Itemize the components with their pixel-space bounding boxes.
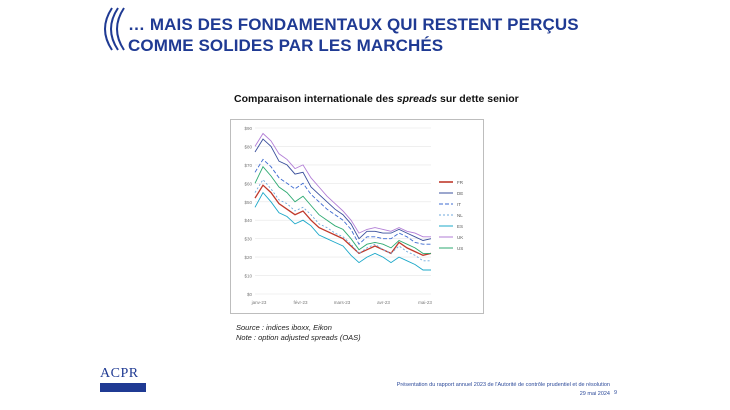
slide-title: … MAIS DES FONDAMENTAUX QUI RESTENT PERÇ… bbox=[128, 15, 579, 55]
acpr-logo: ACPR bbox=[100, 366, 148, 404]
legend-label-fr: FR bbox=[457, 180, 464, 185]
series-line-it bbox=[254, 158, 431, 245]
legend-label-es: ES bbox=[457, 224, 463, 229]
y-tick-label: $20 bbox=[244, 255, 252, 260]
legend-label-de: DE bbox=[457, 191, 463, 196]
logo-text: ACPR bbox=[100, 366, 139, 381]
y-tick-label: $0 bbox=[247, 292, 253, 297]
y-tick-label: $90 bbox=[244, 126, 252, 131]
x-tick-label: mars-23 bbox=[334, 300, 351, 305]
footer-date: 29 mai 2024 bbox=[579, 391, 610, 397]
logo-bar bbox=[100, 383, 146, 392]
chart-title: Comparaison internationale des spreads s… bbox=[234, 93, 519, 105]
y-tick-label: $60 bbox=[244, 181, 252, 186]
legend-label-nl: NL bbox=[457, 213, 463, 218]
y-tick-label: $50 bbox=[244, 200, 252, 205]
series-line-nl bbox=[254, 178, 431, 262]
chart-title-pre: Comparaison internationale des bbox=[234, 93, 397, 105]
x-tick-label: janv-23 bbox=[251, 300, 267, 305]
series-line-us bbox=[254, 165, 431, 254]
chart-title-em: spreads bbox=[396, 93, 438, 105]
y-tick-label: $40 bbox=[244, 218, 252, 223]
y-tick-label: $80 bbox=[244, 144, 252, 149]
chart-notes: Source : indices iboxx, Eikon Note : opt… bbox=[236, 323, 361, 343]
x-tick-label: mai-23 bbox=[418, 300, 432, 305]
page-number: 9 bbox=[614, 390, 618, 396]
y-tick-label: $10 bbox=[244, 274, 252, 279]
x-tick-label: avr-23 bbox=[377, 300, 390, 305]
legend-label-it: IT bbox=[457, 202, 461, 207]
x-tick-label: févr-23 bbox=[293, 300, 308, 305]
oas-note: Note : option adjusted spreads (OAS) bbox=[236, 333, 361, 342]
chart-frame: $0 $10 $20 $30 $40 $50 $60 $70 $80 $90 janv-23 fév… bbox=[230, 119, 484, 314]
decorative-parenthesis-icon bbox=[104, 7, 125, 51]
legend-label-us: US bbox=[457, 246, 463, 251]
series-line-es bbox=[254, 191, 431, 271]
y-tick-label: $70 bbox=[244, 163, 252, 168]
spreads-line-chart: $0 $10 $20 $30 $40 $50 $60 $70 $80 $90 janv-23 fév… bbox=[244, 126, 464, 305]
chart-title-post: sur dette senior bbox=[437, 93, 519, 105]
footer: Présentation du rapport annuel 2023 de l… bbox=[397, 381, 610, 399]
source-note: Source : indices iboxx, Eikon bbox=[236, 323, 332, 332]
series-line-fr bbox=[254, 184, 432, 256]
footer-presentation: Présentation du rapport annuel 2023 de l… bbox=[396, 382, 610, 388]
series-line-de bbox=[254, 138, 432, 241]
y-tick-label: $30 bbox=[244, 237, 252, 242]
legend-label-uk: UK bbox=[457, 235, 463, 240]
series-line-uk bbox=[254, 132, 431, 238]
